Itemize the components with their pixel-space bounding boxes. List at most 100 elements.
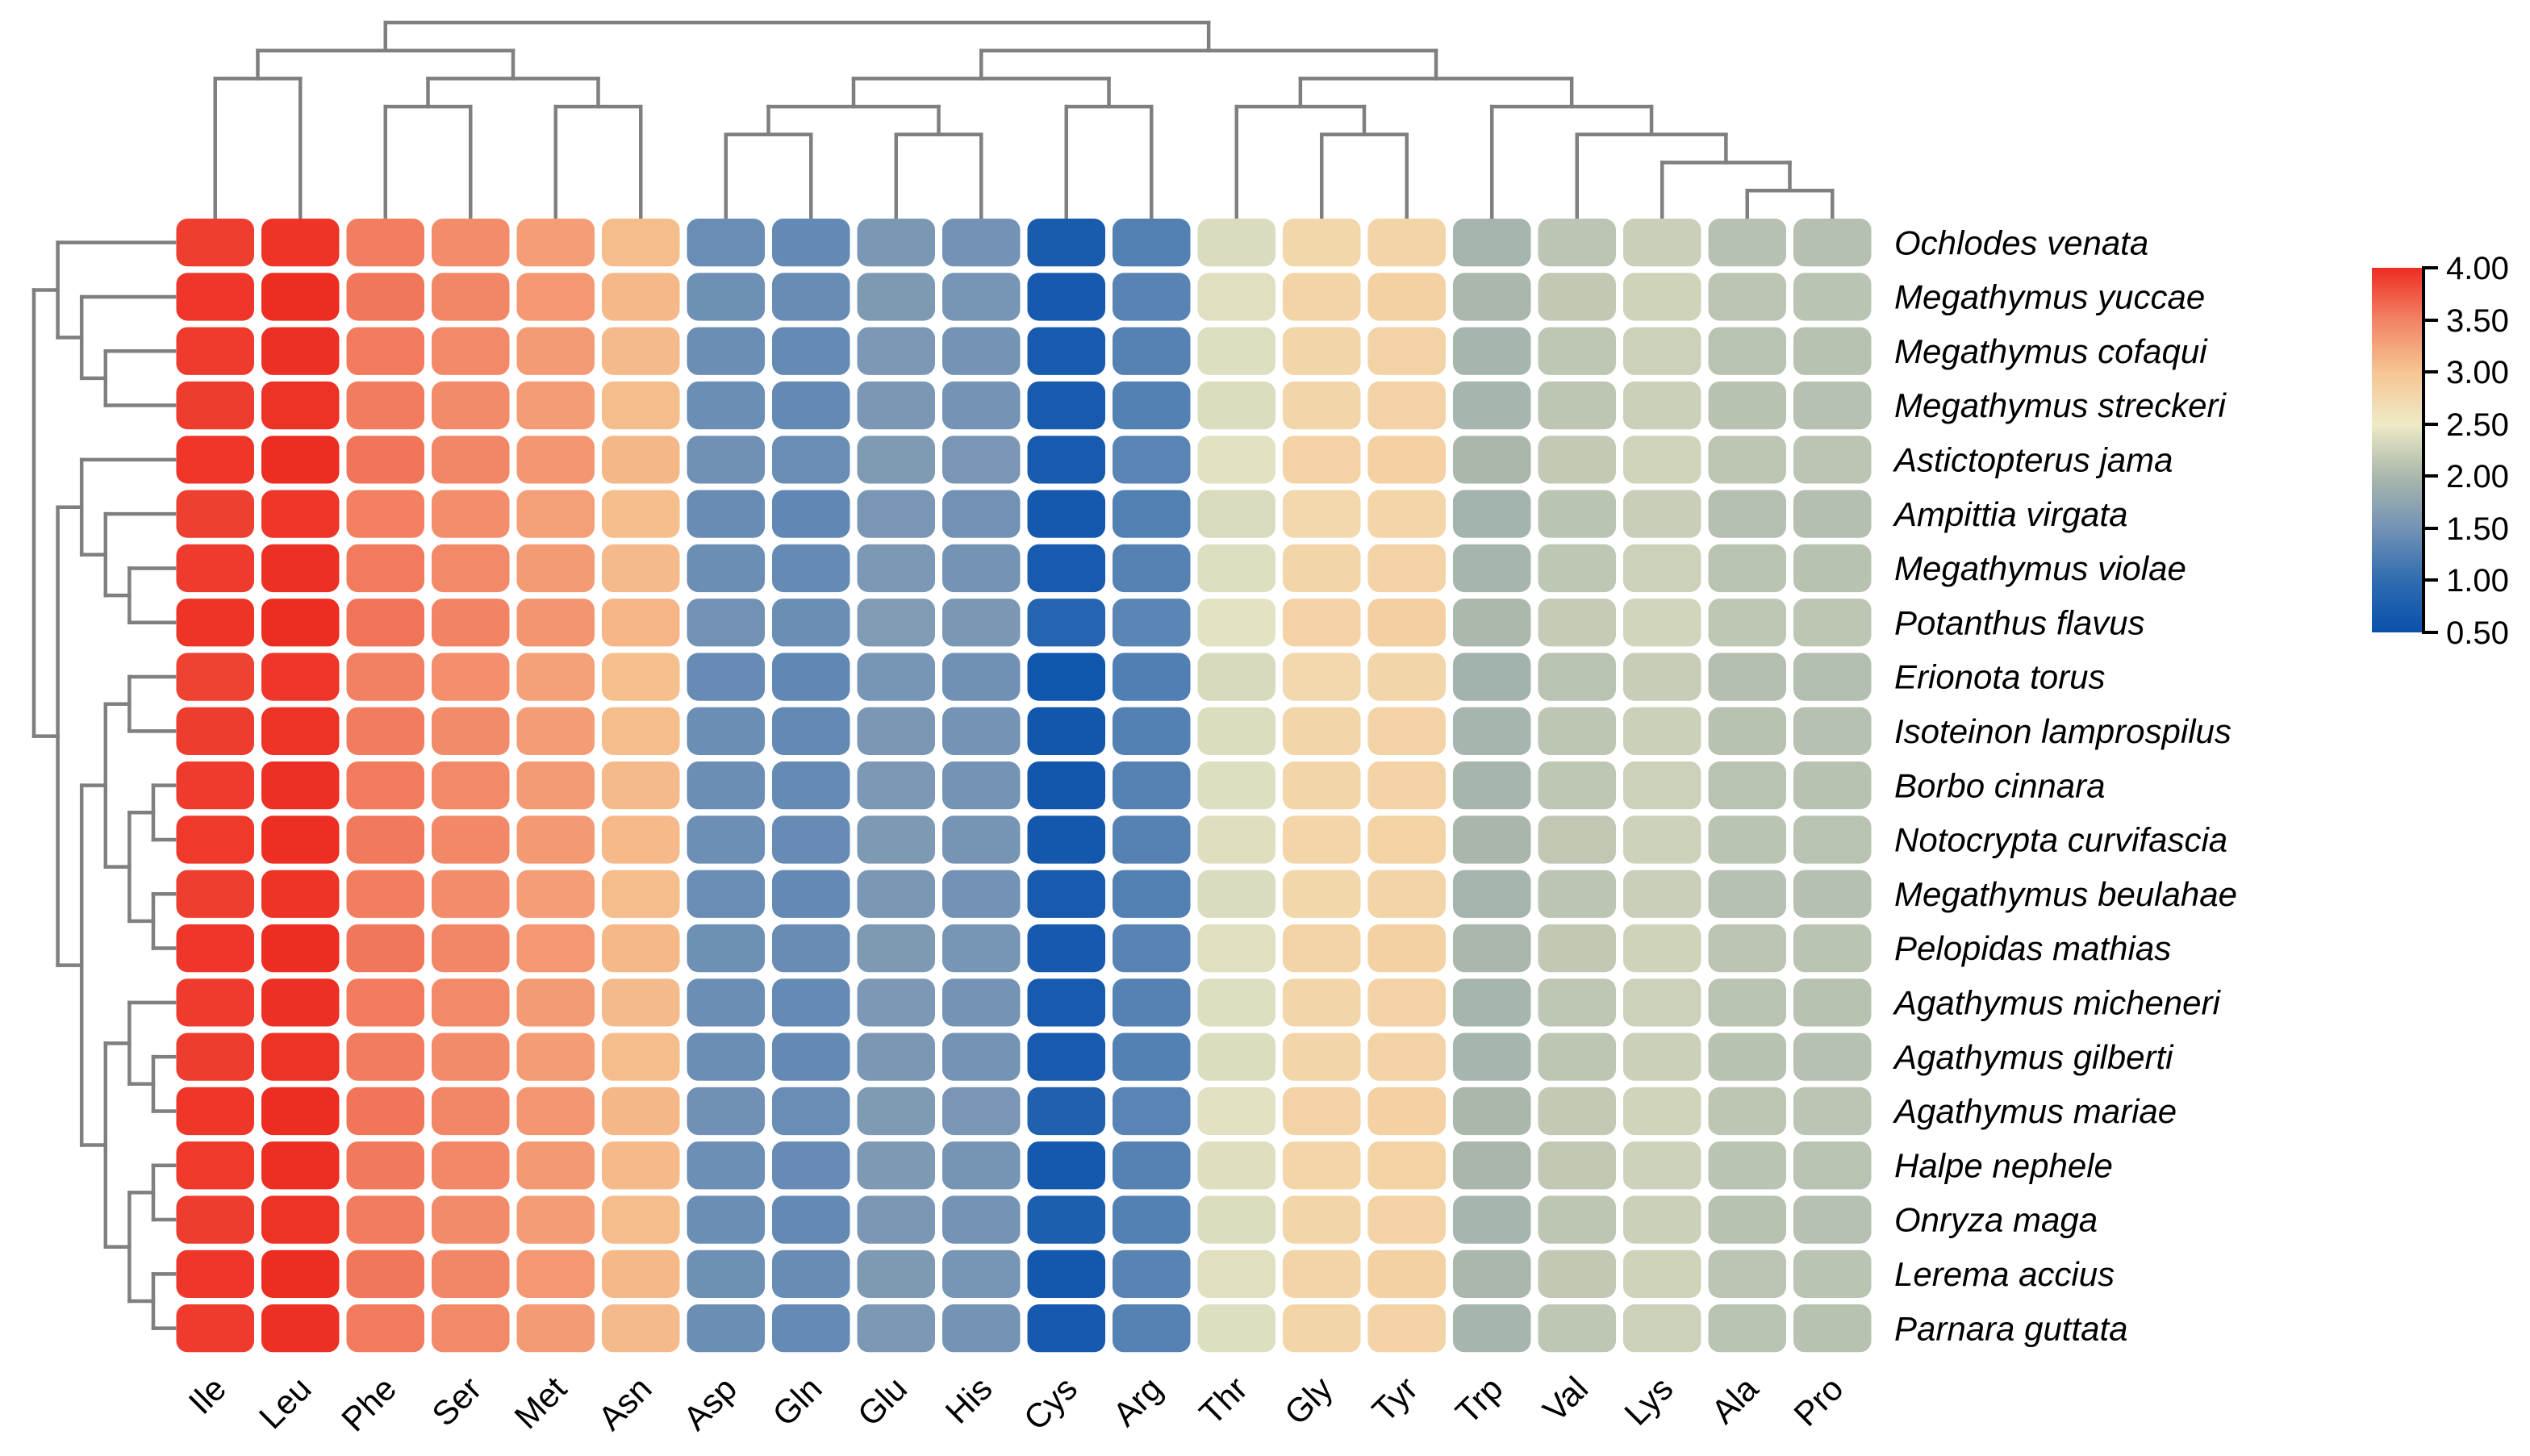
heatmap-cell — [1197, 1087, 1275, 1136]
heatmap-cell — [1793, 1195, 1872, 1244]
heatmap-cell — [1793, 1141, 1872, 1190]
heatmap-cell — [261, 924, 340, 973]
heatmap-cell — [1708, 599, 1786, 647]
row-label: Agathymus mariae — [1892, 1092, 2177, 1130]
colorbar-tick-label: 1.00 — [2446, 563, 2509, 599]
heatmap-cell — [1367, 761, 1446, 810]
heatmap-cell — [432, 761, 510, 810]
heatmap-cell — [346, 1033, 424, 1081]
heatmap-cell — [1538, 436, 1616, 484]
heatmap-cell — [602, 436, 680, 484]
heatmap-cell — [1027, 1304, 1105, 1353]
row-label: Onryza maga — [1894, 1201, 2098, 1239]
heatmap-cell — [857, 436, 935, 484]
heatmap-cell — [432, 653, 510, 701]
heatmap-cell — [1453, 1304, 1531, 1353]
heatmap-cell — [942, 1195, 1021, 1244]
colorbar-gradient-bar — [2372, 268, 2424, 632]
heatmap-cell — [1367, 544, 1446, 593]
heatmap-cell — [1708, 653, 1786, 701]
heatmap-cell — [1113, 381, 1191, 430]
heatmap-cell — [687, 1195, 765, 1244]
heatmap-cell — [1623, 599, 1701, 647]
heatmap-cell — [176, 978, 254, 1027]
heatmap-cell — [346, 707, 424, 755]
heatmap-cell — [1453, 599, 1531, 647]
heatmap-cell — [1538, 219, 1616, 267]
heatmap-cell — [432, 1249, 510, 1298]
heatmap-cell — [1027, 381, 1105, 430]
heatmap-cell — [942, 381, 1021, 430]
heatmap-cell — [176, 544, 254, 593]
heatmap-cell — [516, 381, 595, 430]
heatmap-cell — [1623, 381, 1701, 430]
heatmap-cell — [1623, 761, 1701, 810]
heatmap-cell — [261, 1195, 340, 1244]
heatmap-cell — [516, 816, 595, 864]
column-dendrogram — [213, 20, 1835, 219]
heatmap-cell — [1367, 490, 1446, 538]
heatmap-cell — [346, 490, 424, 538]
heatmap-cell — [1027, 978, 1105, 1027]
heatmap-cell — [346, 1304, 424, 1353]
heatmap-cell — [1283, 219, 1361, 267]
heatmap-cell — [1453, 544, 1531, 593]
heatmap-cell — [1453, 653, 1531, 701]
heatmap-cell — [772, 1033, 850, 1081]
heatmap-cell — [772, 816, 850, 864]
heatmap-cell — [1708, 327, 1786, 375]
heatmap-cell — [1793, 1249, 1872, 1298]
heatmap-cell — [772, 924, 850, 973]
heatmap-cell — [1623, 273, 1701, 321]
heatmap-cell — [772, 381, 850, 430]
heatmap-cell — [687, 490, 765, 538]
column-label: Ile — [182, 1369, 234, 1421]
heatmap-cell — [1113, 490, 1191, 538]
heatmap-cell — [1708, 219, 1786, 267]
heatmap-cell — [1283, 924, 1361, 973]
heatmap-cell — [176, 1141, 254, 1190]
heatmap-cell — [1197, 924, 1275, 973]
heatmap-cell — [516, 870, 595, 918]
heatmap-cell — [261, 1033, 340, 1081]
heatmap-cell — [687, 1141, 765, 1190]
heatmap-cell — [772, 1087, 850, 1136]
heatmap-cell — [1113, 707, 1191, 755]
heatmap-cell — [857, 707, 935, 755]
heatmap-cell — [1623, 1195, 1701, 1244]
heatmap-cell — [772, 1195, 850, 1244]
heatmap-cell — [687, 978, 765, 1027]
heatmap-cell — [1623, 1033, 1701, 1081]
heatmap-cell — [602, 653, 680, 701]
heatmap-cell — [1367, 1304, 1446, 1353]
heatmap-cell — [1197, 219, 1275, 267]
row-label: Lerema accius — [1894, 1255, 2115, 1293]
heatmap-cell — [1623, 327, 1701, 375]
heatmap-cell — [432, 978, 510, 1027]
heatmap-cell — [1027, 599, 1105, 647]
heatmap-cell — [261, 653, 340, 701]
column-label: Val — [1535, 1369, 1595, 1429]
heatmap-cell — [687, 1087, 765, 1136]
heatmap-cell — [1027, 327, 1105, 375]
heatmap-cell — [176, 870, 254, 918]
heatmap-cell — [1197, 761, 1275, 810]
heatmap-cell — [1708, 761, 1786, 810]
heatmap-cell — [942, 219, 1021, 267]
heatmap-cell — [176, 1087, 254, 1136]
heatmap-cell — [516, 544, 595, 593]
heatmap-cell — [1538, 1141, 1616, 1190]
heatmap-cell — [1113, 1304, 1191, 1353]
heatmap-cell — [942, 924, 1021, 973]
heatmap-cell — [1623, 1141, 1701, 1190]
heatmap-cell — [1538, 1249, 1616, 1298]
heatmap-cell — [772, 327, 850, 375]
heatmap-cell — [1367, 273, 1446, 321]
heatmap-cell — [1283, 653, 1361, 701]
heatmap-cell — [1623, 653, 1701, 701]
heatmap-cell — [261, 544, 340, 593]
heatmap-cell — [432, 924, 510, 973]
heatmap-cell — [857, 273, 935, 321]
heatmap-cell — [1538, 327, 1616, 375]
heatmap-cell — [1793, 761, 1872, 810]
